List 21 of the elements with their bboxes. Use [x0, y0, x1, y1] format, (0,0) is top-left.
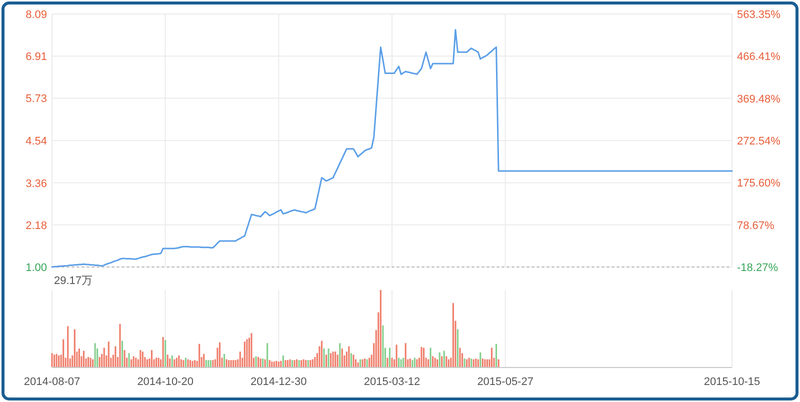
- y2-tick-label: 78.67%: [737, 220, 775, 232]
- y-tick-label: 1.00: [26, 262, 47, 274]
- x-tick-label: 2014-08-07: [24, 376, 80, 388]
- y-tick-label: 2.18: [26, 220, 47, 232]
- text: 29.17万: [54, 275, 93, 287]
- y-tick-label: 3.36: [26, 178, 47, 190]
- y-tick-label: 4.54: [26, 136, 47, 148]
- x-tick-label: 2015-05-27: [477, 376, 534, 388]
- y2-tick-label: 175.60%: [737, 178, 781, 190]
- y2-tick-label: -18.27%: [737, 262, 778, 274]
- x-tick-label: 2015-03-12: [364, 376, 420, 388]
- y-tick-label: 8.09: [26, 9, 47, 21]
- y2-tick-label: 563.35%: [737, 9, 781, 21]
- x-tick-label: 2014-10-20: [137, 376, 194, 388]
- y2-tick-label: 466.41%: [737, 51, 781, 64]
- x-tick-label: 2014-12-30: [250, 376, 307, 388]
- y-tick-label: 6.91: [26, 51, 47, 64]
- y-tick-label: 5.73: [26, 93, 47, 106]
- x-tick-label: 2015-10-15: [704, 376, 760, 388]
- y2-tick-label: 369.48%: [737, 93, 781, 106]
- y2-tick-label: 272.54%: [737, 136, 781, 148]
